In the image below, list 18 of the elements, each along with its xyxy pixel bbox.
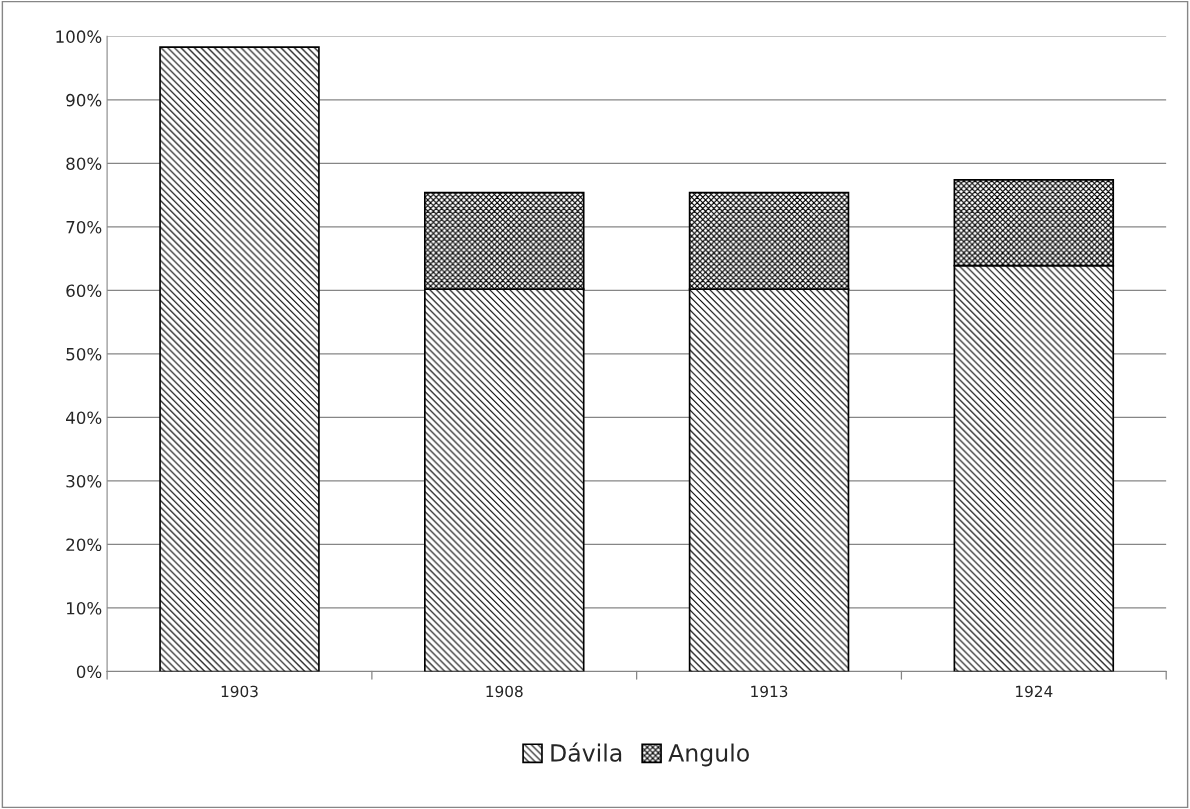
bar bbox=[159, 46, 320, 672]
y-tick-label: 50% bbox=[66, 347, 102, 361]
y-tick-label: 100% bbox=[56, 30, 102, 43]
x-tick-label: 1913 bbox=[751, 685, 788, 698]
x-tick-label: 1924 bbox=[1016, 685, 1053, 698]
y-tick-label: 0% bbox=[76, 665, 102, 679]
legend-label: Dávila bbox=[551, 742, 622, 762]
y-tick-label: 80% bbox=[66, 157, 102, 170]
x-tick-label: 1903 bbox=[221, 685, 258, 698]
y-tick-label: 90% bbox=[66, 93, 102, 107]
y-tick-label: 20% bbox=[66, 538, 102, 552]
y-tick-label: 40% bbox=[66, 411, 102, 425]
y-tick-label: 30% bbox=[66, 474, 102, 488]
x-tick-label: 1908 bbox=[486, 685, 523, 698]
legend-label: Angulo bbox=[668, 743, 749, 767]
y-tick-label: 10% bbox=[67, 601, 102, 615]
y-tick-label: 60% bbox=[66, 284, 102, 297]
y-tick-label: 70% bbox=[66, 220, 102, 234]
